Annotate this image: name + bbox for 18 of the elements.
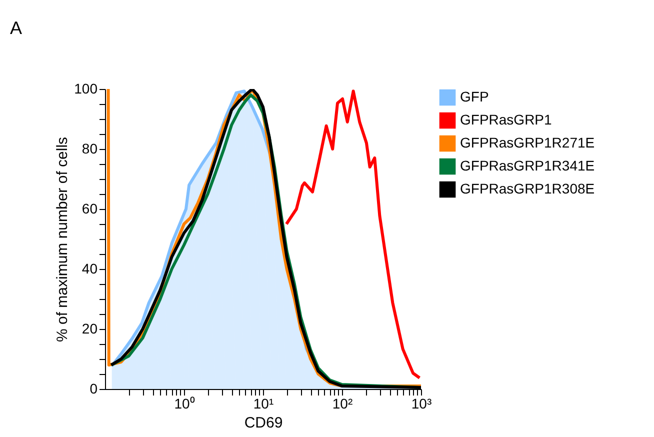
legend-label: GFPRasGRP1R341E <box>460 158 595 174</box>
y-tick-label: 40 <box>82 260 98 276</box>
x-tick-label: 10¹ <box>253 396 274 412</box>
y-tick-label: 100 <box>74 80 98 96</box>
legend-label: GFP <box>460 88 489 104</box>
y-tick-label: 20 <box>82 320 98 336</box>
legend-label: GFPRasGRP1 <box>460 112 552 128</box>
y-tick-label: 80 <box>82 140 98 156</box>
x-tick-label: 10² <box>332 396 353 412</box>
x-axis-title: CD69 <box>244 414 283 432</box>
y-tick-label: 0 <box>90 380 98 396</box>
x-tick-label: 10³ <box>411 396 432 412</box>
y-tick-label: 60 <box>82 200 98 216</box>
chart-title: A <box>10 18 22 38</box>
x-tick-label: 10⁰ <box>174 396 195 412</box>
y-axis-title: % of maximum number of cells <box>54 136 72 342</box>
legend-label: GFPRasGRP1R308E <box>460 180 595 196</box>
legend-label: GFPRasGRP1R271E <box>460 134 595 150</box>
